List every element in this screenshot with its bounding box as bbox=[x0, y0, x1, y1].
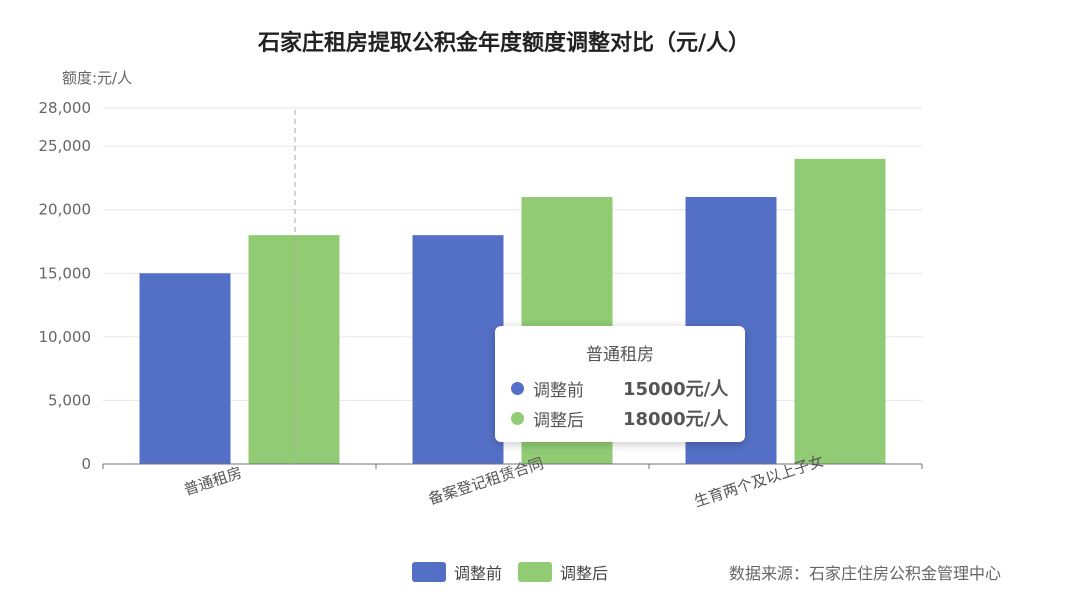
bar-after[interactable] bbox=[794, 158, 886, 464]
y-tick-label: 20,000 bbox=[39, 201, 92, 219]
y-tick-label: 28,000 bbox=[39, 99, 92, 117]
y-tick-label: 0 bbox=[81, 455, 91, 473]
tooltip-value-before: 15000元/人 bbox=[623, 379, 729, 400]
y-tick-label: 15,000 bbox=[39, 264, 92, 282]
y-tick-labels: 0 5,000 10,000 15,000 20,000 25,000 28,000 bbox=[39, 99, 92, 473]
legend-label-before: 调整前 bbox=[454, 564, 503, 583]
tooltip-row-before: 调整前 15000元/人 bbox=[511, 373, 729, 403]
y-tick-label: 10,000 bbox=[39, 328, 92, 346]
legend-item-after[interactable]: 调整后 bbox=[518, 560, 608, 584]
y-tick-label: 5,000 bbox=[48, 391, 91, 409]
tooltip-name-after: 调整后 bbox=[533, 410, 584, 431]
bar-after[interactable] bbox=[248, 235, 340, 464]
category-label: 普通租房 bbox=[182, 463, 245, 499]
tooltip-name-before: 调整前 bbox=[533, 380, 584, 401]
tooltip-value-after: 18000元/人 bbox=[623, 409, 729, 430]
axes bbox=[102, 463, 923, 469]
y-tick-label: 25,000 bbox=[39, 137, 92, 155]
legend-swatch-after bbox=[518, 562, 553, 582]
tooltip-row-after: 调整后 18000元/人 bbox=[511, 403, 729, 433]
data-source: 数据来源：石家庄住房公积金管理中心 bbox=[729, 564, 1002, 583]
tooltip-title: 普通租房 bbox=[586, 345, 654, 365]
legend-swatch-before bbox=[412, 562, 446, 582]
bar-before[interactable] bbox=[139, 273, 231, 464]
legend-item-before[interactable]: 调整前 bbox=[412, 560, 502, 584]
tooltip-dot-after bbox=[511, 411, 524, 425]
tooltip-dot-before bbox=[511, 381, 524, 395]
y-axis-label: 额度:元/人 bbox=[62, 69, 132, 87]
bar-before[interactable] bbox=[412, 235, 504, 464]
chart-title: 石家庄租房提取公积金年度额度调整对比（元/人） bbox=[257, 30, 750, 56]
legend-label-after: 调整后 bbox=[560, 564, 609, 583]
legend: 调整前 调整后 bbox=[412, 560, 624, 584]
gridlines bbox=[103, 107, 922, 401]
tooltip: 普通租房 调整前 15000元/人 调整后 18000元/人 bbox=[495, 326, 745, 442]
